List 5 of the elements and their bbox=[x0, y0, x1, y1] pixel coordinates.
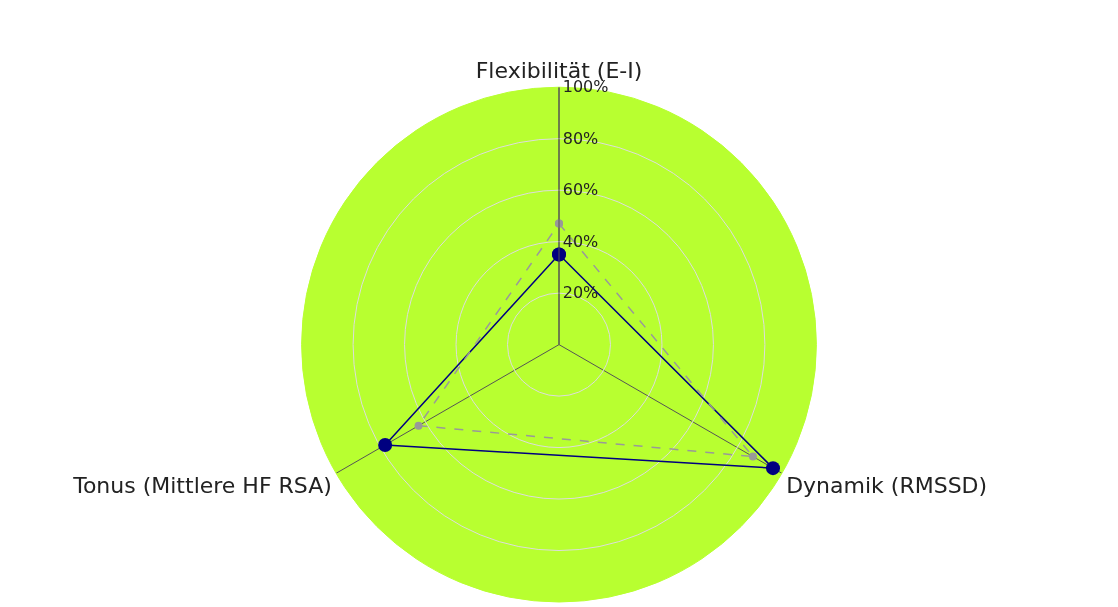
y-tick-label: 60% bbox=[562, 180, 599, 200]
spoke-label: Tonus (Mittlere HF RSA) bbox=[72, 473, 332, 499]
y-tick-label: 80% bbox=[562, 128, 599, 148]
y-tick-label: 40% bbox=[562, 231, 599, 251]
spoke-label: Dynamik (RMSSD) bbox=[786, 473, 988, 499]
